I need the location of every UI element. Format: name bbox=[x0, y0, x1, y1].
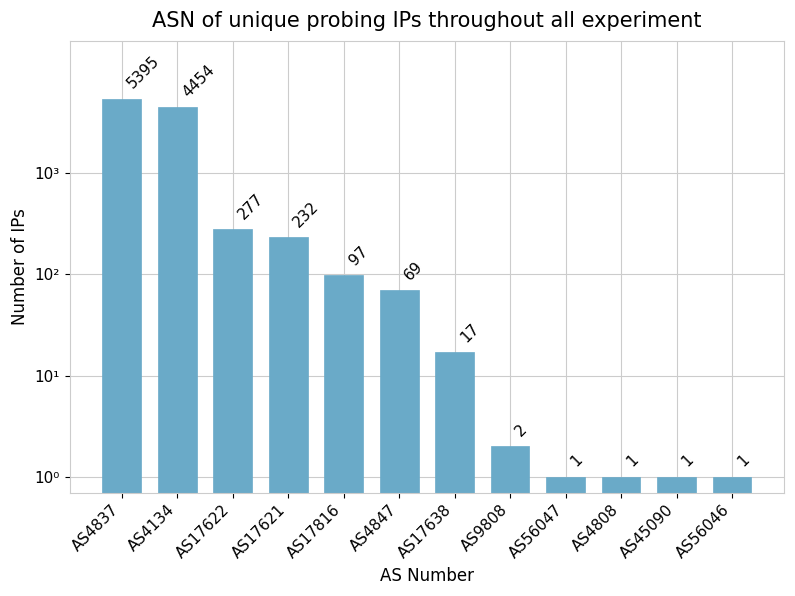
Bar bbox=[103, 98, 141, 596]
Bar bbox=[213, 229, 252, 596]
Bar bbox=[602, 477, 641, 596]
Text: 1: 1 bbox=[568, 452, 586, 470]
Text: 1: 1 bbox=[624, 452, 642, 470]
Bar bbox=[657, 477, 696, 596]
Text: 1: 1 bbox=[679, 452, 696, 470]
Bar bbox=[380, 290, 418, 596]
Text: 1: 1 bbox=[735, 452, 752, 470]
Text: 69: 69 bbox=[401, 259, 426, 283]
Text: 97: 97 bbox=[347, 244, 370, 268]
Text: 4454: 4454 bbox=[180, 62, 218, 100]
Bar bbox=[435, 352, 474, 596]
Bar bbox=[157, 107, 196, 596]
Y-axis label: Number of IPs: Number of IPs bbox=[11, 209, 29, 325]
Bar bbox=[546, 477, 585, 596]
Bar bbox=[324, 275, 363, 596]
Text: 2: 2 bbox=[513, 421, 530, 439]
Bar bbox=[712, 477, 751, 596]
Title: ASN of unique probing IPs throughout all experiment: ASN of unique probing IPs throughout all… bbox=[152, 11, 701, 31]
Text: 17: 17 bbox=[457, 321, 482, 345]
Text: 277: 277 bbox=[235, 191, 266, 222]
Text: 5395: 5395 bbox=[125, 53, 162, 91]
Bar bbox=[491, 446, 529, 596]
Text: 232: 232 bbox=[291, 198, 322, 230]
X-axis label: AS Number: AS Number bbox=[380, 567, 474, 585]
Bar bbox=[269, 237, 308, 596]
